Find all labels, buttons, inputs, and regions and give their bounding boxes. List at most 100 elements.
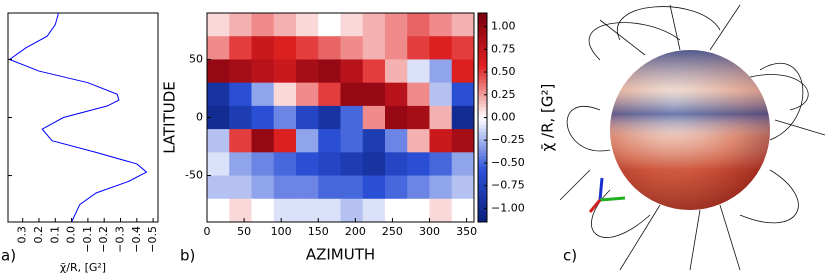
heat-cell	[340, 152, 364, 177]
heat-cell	[385, 59, 408, 84]
axes-triad	[588, 177, 626, 213]
heat-cell	[273, 129, 297, 153]
colorbar-step	[478, 26, 487, 31]
colorbar-step	[478, 96, 487, 101]
heat-cell	[273, 105, 297, 130]
heat-cell	[340, 82, 364, 107]
x-tick-label: −0.1	[81, 226, 94, 253]
heat-cell	[251, 198, 275, 223]
heat-cell	[451, 105, 475, 130]
x-tick-label: 50	[237, 225, 251, 238]
colorbar-step	[478, 208, 487, 213]
colorbar-step	[478, 13, 487, 17]
heat-cell	[229, 59, 252, 84]
colorbar-step	[478, 162, 487, 167]
heat-cell	[451, 82, 475, 107]
heat-cell	[385, 36, 408, 60]
heat-cell	[385, 152, 408, 177]
x-tick-label: −0.2	[97, 226, 110, 253]
x-tick-label: 0.0	[65, 226, 78, 244]
colorbar-step	[478, 120, 487, 125]
colorbar-step	[478, 16, 487, 21]
colorbar-step	[478, 110, 487, 115]
heat-cell	[407, 36, 430, 60]
heat-cell	[385, 175, 408, 200]
heat-cell	[385, 198, 408, 223]
colorbar-step	[478, 37, 487, 42]
heat-cell	[407, 152, 430, 177]
heat-cell	[407, 175, 430, 200]
colorbar-step	[478, 169, 487, 174]
heat-cell	[451, 152, 475, 177]
colorbar-step	[478, 107, 487, 112]
heat-cell	[296, 82, 319, 107]
colorbar-step	[478, 103, 487, 108]
colorbar-step	[478, 187, 487, 192]
colorbar-step	[478, 61, 487, 66]
colorbar-step	[478, 30, 487, 35]
colorbar-step	[478, 72, 487, 77]
heat-cell	[362, 129, 386, 153]
heat-cell	[251, 105, 275, 130]
colorbar-step	[478, 82, 487, 87]
heat-cell	[318, 105, 341, 130]
y-axis-label: LATITUDE	[161, 81, 179, 154]
colorbar-step	[478, 89, 487, 94]
heat-cell	[318, 59, 341, 84]
heat-cell	[296, 198, 319, 223]
heat-cell	[340, 105, 364, 130]
heat-cell	[251, 129, 275, 153]
heat-cell	[273, 175, 297, 200]
colorbar-step	[478, 138, 487, 143]
heat-cell	[429, 198, 453, 223]
heat-cell	[429, 105, 453, 130]
colorbar-step	[478, 176, 487, 181]
colorbar-step	[478, 148, 487, 153]
x-tick-label: 250	[382, 225, 403, 238]
sphere-bands	[610, 50, 770, 210]
panel-label: c)	[563, 247, 577, 265]
heat-cell	[318, 36, 341, 60]
colorbar-step	[478, 215, 487, 220]
heat-cell	[429, 36, 453, 60]
heat-cell	[362, 36, 386, 60]
colorbar-step	[478, 19, 487, 24]
heat-cell	[229, 129, 252, 153]
heat-cell	[407, 129, 430, 153]
heat-cell	[296, 129, 319, 153]
heat-cell	[273, 152, 297, 177]
colorbar-step	[478, 47, 487, 52]
colorbar-step	[478, 54, 487, 59]
plot-frame	[7, 12, 159, 223]
field-lines	[559, 4, 826, 271]
colorbar-step	[478, 23, 487, 28]
colorbar-step	[478, 166, 487, 171]
heat-cell	[340, 36, 364, 60]
heat-cell	[407, 13, 430, 37]
colorbar-step	[478, 190, 487, 195]
heat-cell	[251, 13, 275, 37]
heat-cell	[296, 105, 319, 130]
colorbar-step	[478, 131, 487, 136]
colorbar-step	[478, 44, 487, 49]
colorbar-step	[478, 40, 487, 45]
heat-cell	[451, 175, 475, 200]
heat-cell	[407, 59, 430, 84]
heat-cell	[251, 59, 275, 84]
heat-cell	[385, 129, 408, 153]
heat-cell	[362, 82, 386, 107]
heat-cell	[362, 105, 386, 130]
heat-cell	[296, 13, 319, 37]
colorbar-step	[478, 127, 487, 132]
heat-cell	[207, 175, 230, 200]
line	[8, 12, 148, 223]
heat-cell	[407, 198, 430, 223]
heat-cell	[318, 152, 341, 177]
heat-cell	[207, 59, 230, 84]
heat-cell	[207, 82, 230, 107]
heat-cell	[273, 198, 297, 223]
heat-cell	[340, 175, 364, 200]
heat-cell	[318, 198, 341, 223]
heat-cell	[385, 13, 408, 37]
